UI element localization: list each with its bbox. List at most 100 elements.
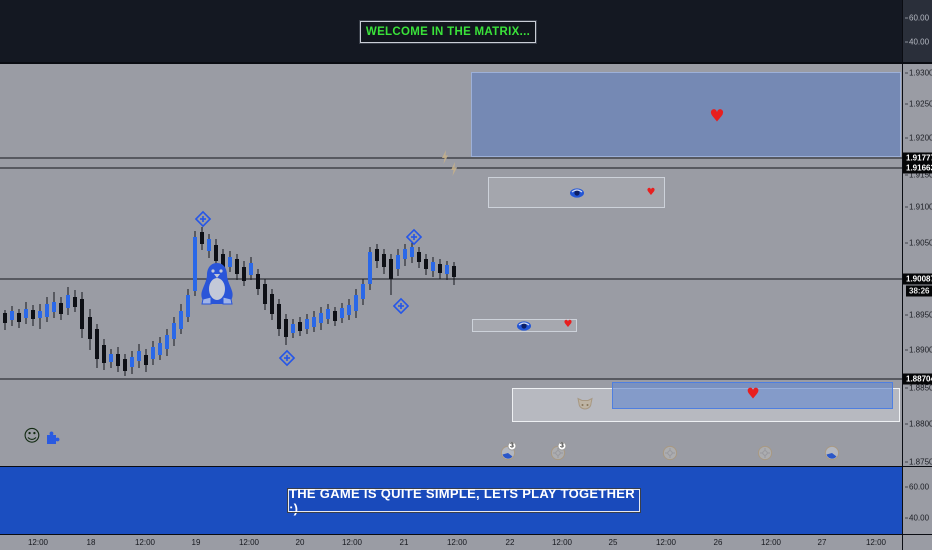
candle bbox=[109, 349, 113, 368]
supply-zone-large[interactable] bbox=[471, 72, 901, 157]
eye-icon[interactable] bbox=[569, 187, 585, 199]
price-badge: 1.90087 bbox=[903, 273, 932, 285]
candle bbox=[172, 317, 176, 346]
candle bbox=[214, 239, 218, 266]
candle bbox=[319, 307, 323, 330]
candle bbox=[284, 314, 288, 345]
candle bbox=[438, 259, 442, 279]
candle bbox=[403, 244, 407, 266]
lightning-icon[interactable] bbox=[450, 162, 458, 176]
candle bbox=[361, 279, 365, 305]
diamond-marker[interactable] bbox=[392, 297, 410, 315]
candle bbox=[235, 254, 239, 280]
price-axis-label: 1.93000 bbox=[905, 69, 932, 78]
price-axis-label: 1.91500 bbox=[905, 171, 932, 180]
price-axis-label: 40.00 bbox=[905, 38, 929, 47]
candle bbox=[242, 261, 246, 286]
heart-icon[interactable]: ♥ bbox=[563, 319, 573, 330]
candle bbox=[389, 254, 393, 295]
lightning-icon[interactable] bbox=[441, 150, 449, 164]
time-axis-label: 12:00 bbox=[551, 538, 573, 547]
eye-icon[interactable] bbox=[516, 320, 532, 332]
price-axis-label: 60.00 bbox=[905, 483, 929, 492]
candle bbox=[305, 314, 309, 334]
game-simple-text: THE GAME IS QUITE SIMPLE, LETS PLAY TOGE… bbox=[289, 485, 635, 516]
emoji-reaction-marker[interactable] bbox=[824, 445, 840, 465]
time-axis-label: 26 bbox=[713, 538, 723, 547]
candle bbox=[375, 244, 379, 268]
candle bbox=[340, 303, 344, 323]
emoji-reaction-marker[interactable] bbox=[757, 445, 773, 465]
price-axis-top-section bbox=[903, 0, 932, 62]
candle bbox=[59, 297, 63, 320]
top-indicator-pane[interactable] bbox=[0, 0, 902, 62]
demand-zone-blue[interactable] bbox=[612, 382, 893, 409]
candle bbox=[312, 311, 316, 332]
candle bbox=[24, 302, 28, 324]
penguin-icon[interactable] bbox=[199, 261, 235, 307]
welcome-matrix-label[interactable]: WELCOME IN THE MATRIX... bbox=[359, 20, 537, 44]
smiley-icon[interactable]: ☺ bbox=[23, 426, 41, 447]
candle bbox=[256, 269, 260, 295]
bottom-indicator-pane[interactable] bbox=[0, 467, 902, 535]
candle bbox=[17, 309, 21, 328]
price-axis-label: 40.00 bbox=[905, 514, 929, 523]
candle bbox=[66, 287, 70, 315]
emoji-reaction-marker[interactable] bbox=[662, 445, 678, 465]
price-axis-label: 60.00 bbox=[905, 14, 929, 23]
candle bbox=[424, 254, 428, 275]
candle bbox=[3, 310, 7, 330]
time-axis-label: 12:00 bbox=[27, 538, 49, 547]
candle bbox=[31, 305, 35, 326]
candle bbox=[144, 349, 148, 372]
heart-icon[interactable]: ♥ bbox=[646, 187, 656, 198]
candle bbox=[396, 249, 400, 276]
price-axis-label: 1.87500 bbox=[905, 458, 932, 467]
price-axis-label: 1.89000 bbox=[905, 346, 932, 355]
pane-separator-bottom[interactable] bbox=[0, 466, 932, 467]
candle bbox=[368, 247, 372, 290]
reaction-count-badge: 3 bbox=[507, 441, 517, 451]
price-axis-label: 1.92000 bbox=[905, 134, 932, 143]
candle bbox=[38, 304, 42, 329]
candle bbox=[452, 262, 456, 285]
pane-separator-top[interactable] bbox=[0, 62, 932, 64]
price-axis[interactable]: 60.0040.001.930001.925001.920001.915001.… bbox=[903, 0, 932, 550]
time-axis-label: 19 bbox=[191, 538, 201, 547]
emoji-reaction-marker[interactable]: 3 bbox=[500, 441, 517, 465]
cat-icon[interactable] bbox=[577, 397, 593, 413]
game-simple-label[interactable]: THE GAME IS QUITE SIMPLE, LETS PLAY TOGE… bbox=[287, 486, 641, 516]
heart-icon[interactable]: ♥ bbox=[746, 384, 760, 403]
puzzle-piece-icon[interactable] bbox=[44, 430, 60, 446]
diamond-marker[interactable] bbox=[278, 349, 296, 367]
price-axis-label: 1.89500 bbox=[905, 311, 932, 320]
candle bbox=[10, 306, 14, 326]
candle bbox=[298, 317, 302, 336]
time-axis-label: 12:00 bbox=[760, 538, 782, 547]
bar-countdown-badge: 38:26 bbox=[906, 285, 932, 297]
candle bbox=[431, 257, 435, 277]
time-axis-label: 12:00 bbox=[865, 538, 887, 547]
candle bbox=[333, 307, 337, 326]
time-axis-label: 12:00 bbox=[238, 538, 260, 547]
emoji-reaction-marker[interactable]: 3 bbox=[550, 441, 567, 465]
candle bbox=[186, 289, 190, 322]
time-axis-label: 18 bbox=[86, 538, 96, 547]
price-badge: 1.91663 bbox=[903, 162, 932, 174]
candle bbox=[249, 257, 253, 280]
candle bbox=[80, 292, 84, 338]
diamond-marker[interactable] bbox=[194, 210, 212, 228]
time-axis[interactable]: 12:00 18 12:00 19 12:00 20 12:00 21 12:00 22 12:00… bbox=[0, 535, 932, 550]
candle bbox=[116, 347, 120, 372]
candle bbox=[151, 341, 155, 365]
time-axis-label: 22 bbox=[505, 538, 515, 547]
price-axis-label: 1.91000 bbox=[905, 203, 932, 212]
price-axis-label: 1.90500 bbox=[905, 239, 932, 248]
candle bbox=[270, 289, 274, 320]
diamond-marker[interactable] bbox=[405, 228, 423, 246]
heart-icon[interactable]: ♥ bbox=[709, 106, 725, 127]
price-axis-label: 1.88000 bbox=[905, 420, 932, 429]
